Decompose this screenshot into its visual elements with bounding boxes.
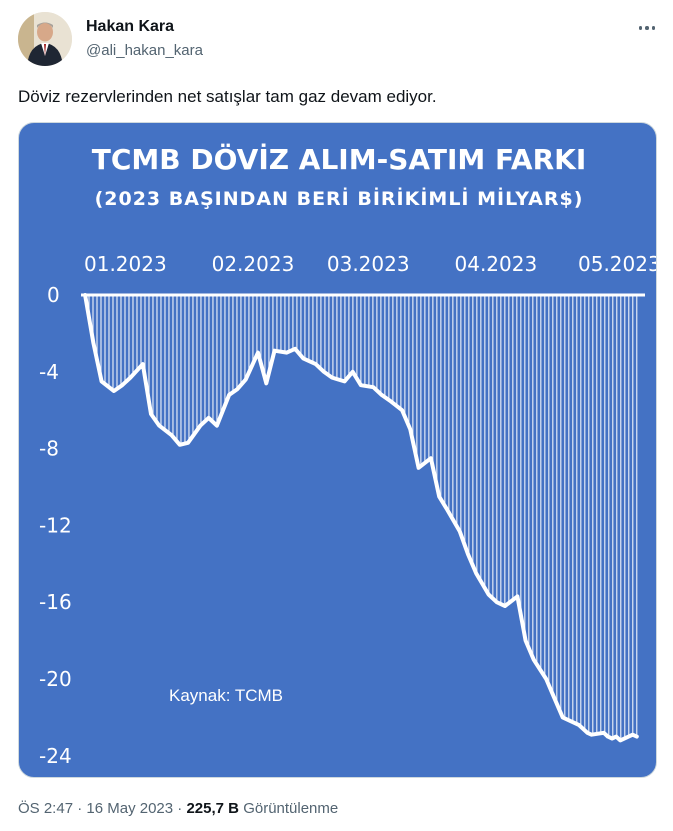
author-avatar[interactable] (18, 12, 72, 66)
chart-point (417, 466, 421, 470)
chart-point (458, 529, 462, 533)
chart-point (585, 731, 589, 735)
chart-point (100, 379, 104, 383)
chart-point (524, 639, 528, 643)
chart-point (285, 351, 289, 355)
chart-point (618, 738, 622, 742)
chart-point (388, 399, 392, 403)
chart-point (198, 424, 202, 428)
chart-title: TCMB DÖVİZ ALIM-SATIM FARKI (92, 142, 587, 176)
chart-point (474, 571, 478, 575)
y-tick-label: -12 (39, 513, 72, 537)
y-tick-label: -20 (39, 667, 72, 691)
views-count: 225,7 B (186, 800, 240, 817)
chart-point (437, 495, 441, 499)
author-name[interactable]: Hakan Kara (86, 18, 175, 35)
chart-point (157, 424, 161, 428)
tweet-media-chart[interactable]: TCMB DÖVİZ ALIM-SATIM FARKI (2023 BAŞIND… (18, 122, 657, 778)
chart-point (515, 594, 519, 598)
chart-point (606, 735, 610, 739)
chart-point (256, 351, 260, 355)
chart-point (589, 733, 593, 737)
chart-point (561, 715, 565, 719)
more-horizontal-icon (645, 26, 649, 30)
y-tick-label: 0 (47, 283, 60, 307)
meta-separator: · (173, 800, 187, 817)
meta-separator: · (73, 800, 87, 817)
tweet-text: Döviz rezervlerinden net satışlar tam ga… (18, 87, 437, 106)
chart-point (235, 387, 239, 391)
y-tick-label: -4 (39, 360, 59, 384)
chart-point (602, 731, 606, 735)
more-horizontal-icon (651, 26, 656, 30)
y-tick-label: -24 (39, 744, 72, 768)
x-tick-label: 05.2023 (578, 252, 657, 276)
tweet-header: Hakan Kara @ali_hakan_kara (18, 12, 663, 68)
chart-point (322, 370, 326, 374)
x-tick-label: 01.2023 (84, 252, 167, 276)
chart-point (552, 696, 556, 700)
more-options-button[interactable] (633, 18, 661, 38)
tweet-date[interactable]: 16 May 2023 (86, 800, 174, 817)
chart-point (408, 427, 412, 431)
chart-point (351, 370, 355, 374)
chart-point (635, 735, 639, 739)
chart-point (371, 385, 375, 389)
chart-point (495, 600, 499, 604)
chart-point (610, 737, 614, 741)
chart-source-note: Kaynak: TCMB (169, 686, 283, 705)
chart-point (314, 362, 318, 366)
y-tick-label: -16 (39, 590, 72, 614)
chart-point (215, 424, 219, 428)
chart-point (244, 377, 248, 381)
chart-point (631, 733, 635, 737)
tweet-time[interactable]: ÖS 2:47 (18, 800, 74, 817)
chart-point (359, 383, 363, 387)
chart-point (330, 376, 334, 380)
chart-point (264, 381, 268, 385)
chart-point (91, 341, 95, 345)
chart-point (400, 408, 404, 412)
chart-point (141, 362, 145, 366)
chart-point (544, 677, 548, 681)
chart-point (120, 383, 124, 387)
chart-point (466, 552, 470, 556)
chart-point (178, 443, 182, 447)
chart-point (227, 393, 231, 397)
x-tick-label: 04.2023 (455, 252, 538, 276)
chart: TCMB DÖVİZ ALIM-SATIM FARKI (2023 BAŞIND… (39, 142, 657, 768)
chart-point (128, 376, 132, 380)
chart-point (170, 433, 174, 437)
views-label: Görüntülenme (243, 800, 339, 817)
more-horizontal-icon (638, 26, 643, 30)
chart-point (487, 593, 491, 597)
chart-point (83, 293, 87, 297)
chart-point (301, 356, 305, 360)
chart-point (342, 379, 346, 383)
chart-point (532, 658, 536, 662)
chart-subtitle: (2023 BAŞINDAN BERİ BİRİKİMLİ MİLYAR$) (95, 186, 584, 210)
x-tick-label: 03.2023 (327, 252, 410, 276)
chart-point (293, 347, 297, 351)
x-tick-label: 02.2023 (212, 252, 295, 276)
chart-point (429, 456, 433, 460)
chart-point (186, 441, 190, 445)
chart-point (272, 349, 276, 353)
chart-point (112, 389, 116, 393)
chart-point (503, 604, 507, 608)
chart-point (207, 416, 211, 420)
chart-point (614, 735, 618, 739)
y-tick-label: -8 (39, 437, 59, 461)
chart-point (445, 508, 449, 512)
tweet-meta: ÖS 2:47 · 16 May 2023 · 225,7 B Görüntül… (18, 800, 338, 817)
chart-point (380, 393, 384, 397)
chart-point (149, 412, 153, 416)
chart-point (577, 723, 581, 727)
author-handle[interactable]: @ali_hakan_kara (86, 42, 203, 59)
